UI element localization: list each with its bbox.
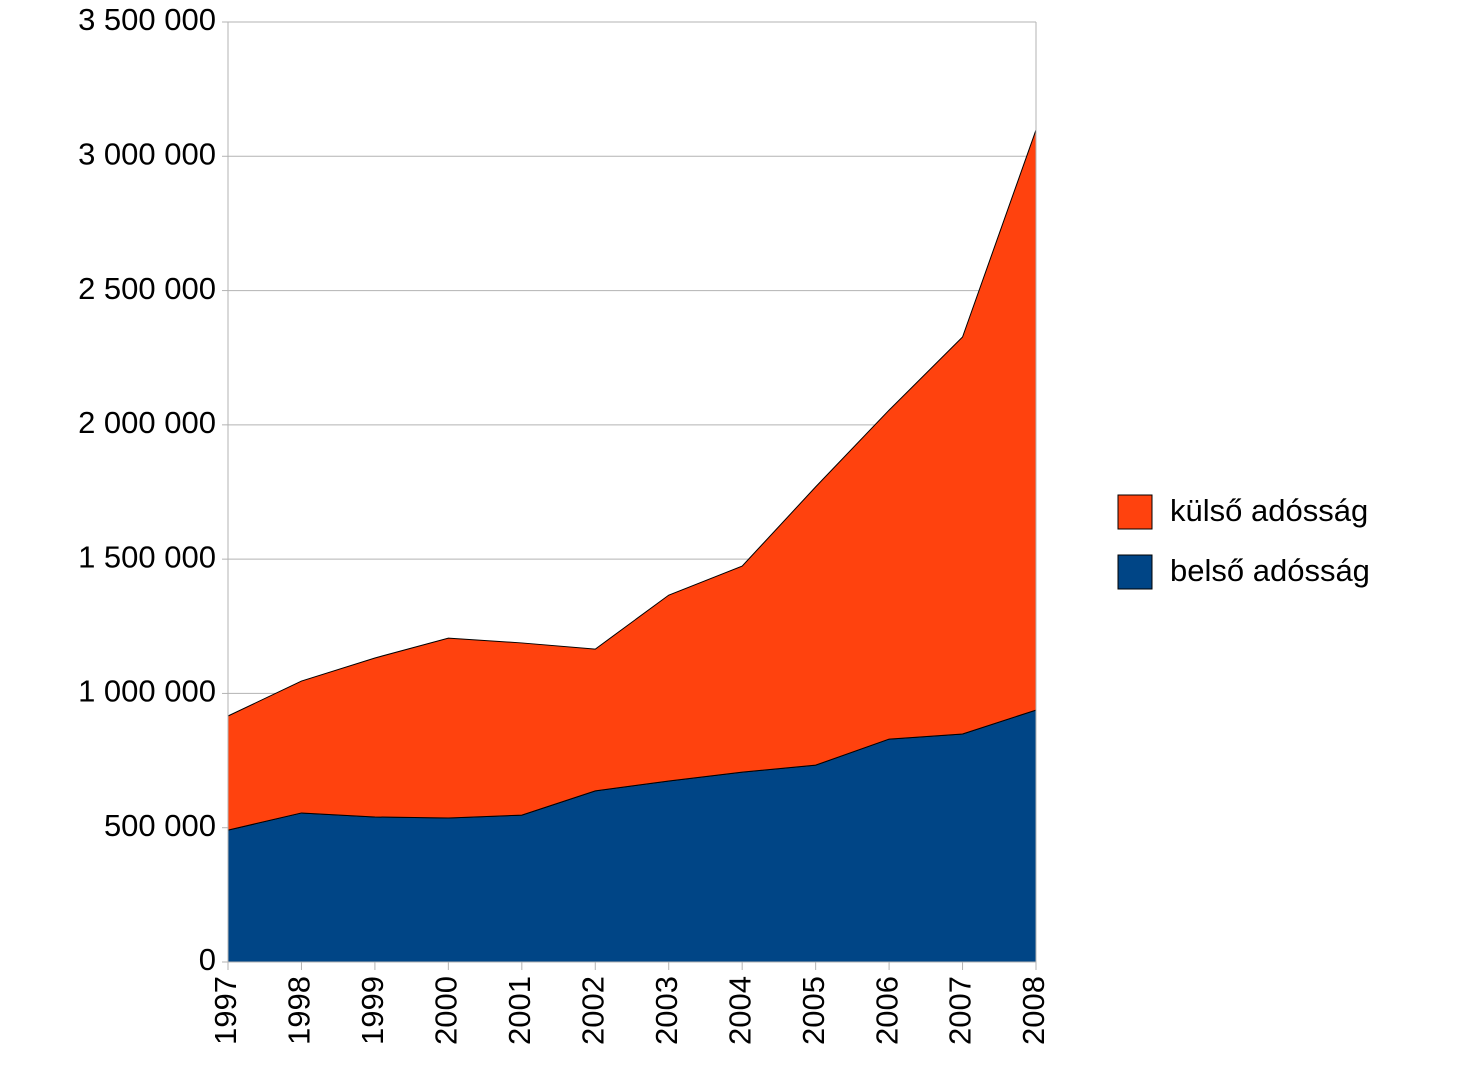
x-tick-label: 2003	[649, 976, 684, 1045]
x-tick-label: 2004	[722, 976, 757, 1045]
y-tick-label: 1 000 000	[78, 674, 216, 709]
x-tick-label: 1997	[208, 976, 243, 1045]
x-tick-label: 2001	[502, 976, 537, 1045]
y-tick-label: 3 000 000	[78, 136, 216, 171]
y-tick-label: 2 500 000	[78, 271, 216, 306]
legend-swatch	[1117, 494, 1153, 530]
x-tick-label: 1998	[282, 976, 317, 1045]
x-tick-label: 1999	[355, 976, 390, 1045]
y-tick-label: 500 000	[104, 808, 216, 843]
x-tick-label: 2008	[1016, 976, 1051, 1045]
area	[227, 129, 1037, 831]
y-tick-label: 0	[199, 942, 216, 977]
y-tick-label: 3 500 000	[78, 2, 216, 37]
x-tick-label: 2007	[943, 976, 978, 1045]
y-tick-label: 1 500 000	[78, 539, 216, 574]
y-tick-label: 2 000 000	[78, 405, 216, 440]
legend-label: belső adósság	[1170, 553, 1370, 588]
legend-swatch	[1117, 554, 1153, 590]
x-tick-label: 2000	[429, 976, 464, 1045]
x-tick-label: 2002	[575, 976, 610, 1045]
x-tick-label: 2005	[796, 976, 831, 1045]
legend-label: külső adósság	[1170, 493, 1368, 528]
x-tick-label: 2006	[869, 976, 904, 1045]
